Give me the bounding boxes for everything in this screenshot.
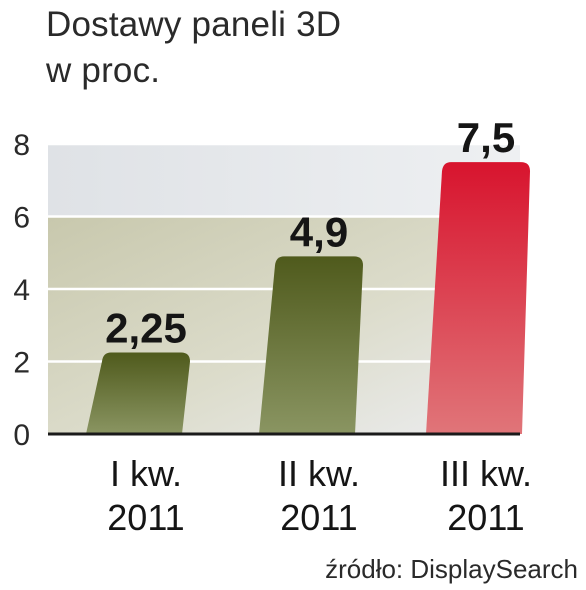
value-label-2: 4,9: [290, 208, 348, 255]
x-label-2-line2: 2011: [280, 497, 357, 538]
value-labels: 2,25 4,9 7,5: [105, 114, 515, 351]
bar-1: [86, 352, 190, 434]
chart-title: Dostawy paneli 3D w proc.: [46, 2, 341, 94]
title-line-2: w proc.: [46, 51, 161, 90]
value-label-3: 7,5: [457, 114, 515, 161]
source-note: źródło: DisplaySearch: [325, 554, 578, 584]
y-tick-label: 4: [13, 274, 30, 307]
x-label-3-line1: III kw.: [440, 453, 532, 494]
y-tick-label: 8: [13, 129, 30, 162]
bar-2: [259, 256, 363, 434]
y-tick-label: 6: [13, 202, 30, 235]
value-label-1: 2,25: [105, 304, 187, 351]
title-line-1: Dostawy paneli 3D: [46, 5, 342, 44]
y-tick-label: 0: [13, 419, 30, 452]
y-axis-ticks: 0 2 4 6 8: [13, 129, 30, 452]
y-tick-label: 2: [13, 347, 30, 380]
x-label-1-line2: 2011: [107, 497, 184, 538]
x-label-1-line1: I kw.: [110, 453, 182, 494]
x-label-2-line1: II kw.: [278, 453, 360, 494]
bars: [86, 162, 530, 434]
x-label-3-line2: 2011: [447, 497, 524, 538]
bar-3: [426, 162, 530, 434]
